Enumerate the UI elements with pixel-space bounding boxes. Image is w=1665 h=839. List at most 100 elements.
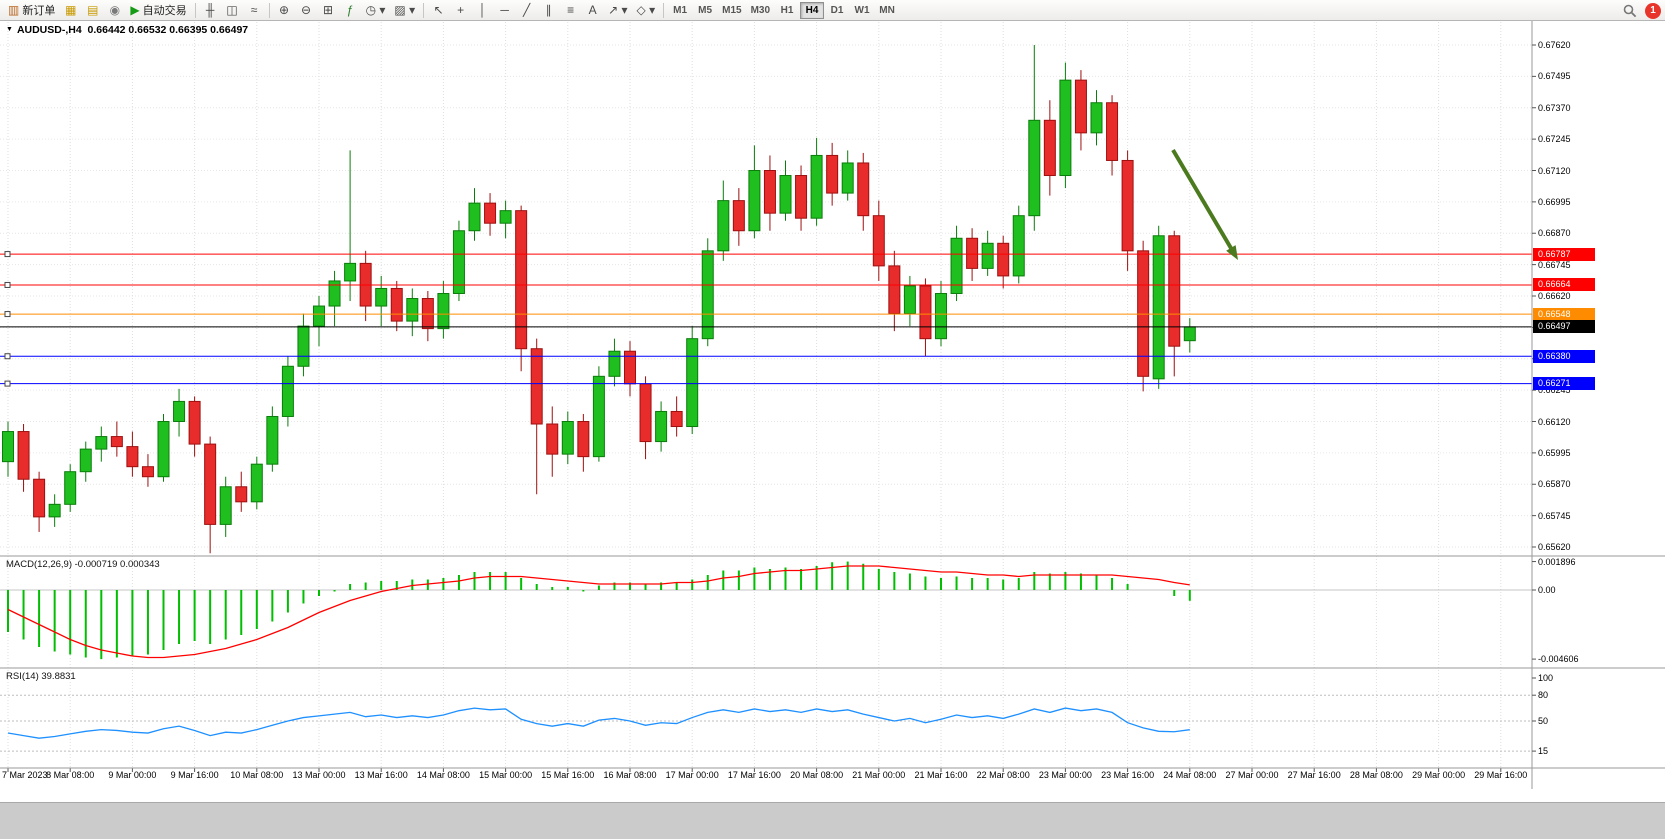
time-axis-label: 20 Mar 08:00 [790, 770, 844, 780]
periods-button[interactable]: ◷ ▾ [362, 1, 390, 20]
arrows-tool-icon: ↗ ▾ [608, 3, 628, 17]
cycle-button[interactable]: ◉ [104, 1, 125, 20]
time-axis-label: 24 Mar 08:00 [1163, 770, 1217, 780]
price-axis-label: 0.67370 [1538, 102, 1571, 113]
zoom-out-icon: ⊖ [301, 3, 312, 17]
auto-trading-icon: ▶ [130, 3, 140, 17]
new-order-button[interactable]: ▥ 新订单 [4, 1, 59, 20]
price-axis-label: 0.67245 [1538, 134, 1571, 145]
macd-axis-label: 0.001896 [1538, 556, 1576, 567]
text-icon: A [588, 3, 597, 17]
timeframe-m5-button[interactable]: M5 [693, 2, 717, 19]
toolbar-separator [268, 2, 270, 18]
timeframe-m30-button[interactable]: M30 [747, 2, 774, 19]
shapes-button[interactable]: ◇ ▾ [633, 1, 660, 20]
bar-chart-button[interactable]: ╫ [200, 1, 221, 20]
macd-axis-label: -0.004606 [1538, 654, 1579, 665]
tile-windows-button[interactable]: ⊞ [318, 1, 339, 20]
time-axis-label: 21 Mar 00:00 [852, 770, 906, 780]
panel-separators [0, 21, 1665, 789]
text-button[interactable]: A [582, 1, 603, 20]
timeframe-mn-button[interactable]: MN [875, 2, 899, 19]
price-axis-label: 0.66245 [1538, 385, 1571, 396]
time-axis-label: 17 Mar 00:00 [665, 770, 719, 780]
toolbar-right: 1 [1623, 2, 1661, 19]
timeframe-m1-button[interactable]: M1 [668, 2, 692, 19]
timeframe-m15-button[interactable]: M15 [718, 2, 745, 19]
level-lines-layer [0, 251, 1532, 387]
trendline-button[interactable]: ╱ [516, 1, 537, 20]
time-axis-label: 10 Mar 08:00 [230, 770, 284, 780]
line-chart-button[interactable]: ≈ [244, 1, 265, 20]
chart-window-button[interactable]: ▦ [60, 1, 81, 20]
price-axis-label: 0.66745 [1538, 259, 1571, 270]
time-axis-label: 23 Mar 16:00 [1101, 770, 1155, 780]
vertical-line-icon: │ [478, 3, 487, 17]
auto-trading-button[interactable]: ▶ 自动交易 [126, 1, 190, 20]
price-axis-label: 0.67120 [1538, 165, 1571, 176]
rsi-axis-label: 100 [1538, 673, 1554, 683]
price-level-badge: 0.66380 [1533, 349, 1595, 363]
price-level-badge: 0.66664 [1533, 278, 1595, 292]
trendline-icon: ╱ [522, 3, 531, 17]
price-axis-label: 0.65745 [1538, 510, 1571, 521]
crosshair-button[interactable]: + [450, 1, 471, 20]
price-axis-label: 0.67620 [1538, 40, 1571, 50]
templates-button[interactable]: ▨ ▾ [390, 1, 419, 20]
rsi-axis-label: 50 [1538, 716, 1549, 726]
cursor-icon: ↖ [433, 3, 444, 17]
auto-trading-label: 自动交易 [142, 5, 187, 17]
new-order-icon: ▥ [8, 3, 20, 17]
price-axis-label: 0.66120 [1538, 416, 1571, 427]
time-axis-label: 29 Mar 16:00 [1474, 770, 1528, 780]
zoom-out-button[interactable]: ⊖ [296, 1, 317, 20]
templates-icon: ▨ ▾ [394, 3, 416, 17]
notification-badge[interactable]: 1 [1645, 2, 1661, 19]
arrows-tool-button[interactable]: ↗ ▾ [604, 1, 631, 20]
arrow-annotation[interactable] [1171, 148, 1238, 260]
toolbar-groups: ▥ 新订单 ▦ ▤ ◉ ▶ 自动交易 ╫ ◫ ≈ ⊕ ⊖ ⊞ ƒ ◷ ▾ ▨ ▾ ↖ + │ ─ ╱ ∥ ≡ A ↗ ▾ ◇ ▾ M… [4, 1, 899, 20]
time-axis-label: 29 Mar 00:00 [1412, 770, 1466, 780]
toolbar-separator [663, 2, 665, 18]
taskbar [0, 802, 1665, 839]
price-axis-label: 0.65995 [1538, 447, 1571, 458]
price-axis-label: 0.66995 [1538, 196, 1571, 207]
vertical-line-button[interactable]: │ [472, 1, 493, 20]
symbol-header: ▼ AUDUSD-,H4 0.66442 0.66532 0.66395 0.66… [6, 24, 248, 36]
time-axis-label: 9 Mar 00:00 [108, 770, 157, 780]
candlestick-series [2, 45, 1196, 554]
channel-button[interactable]: ∥ [538, 1, 559, 20]
time-axis-label: 9 Mar 16:00 [170, 770, 219, 780]
symbol-title: AUDUSD-,H4 [16, 24, 82, 36]
macd-axis-label: 0.00 [1538, 585, 1556, 595]
price-level-badge: 0.66497 [1533, 320, 1595, 334]
search-icon[interactable] [1623, 4, 1637, 18]
timeframe-w1-button[interactable]: W1 [850, 2, 874, 19]
candlestick-chart-icon: ◫ [226, 3, 238, 17]
time-axis-label: 13 Mar 16:00 [354, 770, 408, 780]
macd-layer [0, 561, 1532, 660]
toolbar-separator [194, 2, 196, 18]
time-axis-label: 7 Mar 2023 [2, 770, 48, 780]
timeframe-h1-button[interactable]: H1 [775, 2, 799, 19]
timeframe-h4-button[interactable]: H4 [800, 1, 825, 19]
shapes-icon: ◇ ▾ [636, 3, 656, 17]
fibonacci-button[interactable]: ≡ [560, 1, 581, 20]
price-axis-label: 0.66620 [1538, 291, 1571, 301]
quick-trade-arrow-icon[interactable]: ▼ [6, 26, 13, 33]
panel-divider-rsi[interactable] [0, 666, 1532, 670]
price-axis-label: 0.65620 [1538, 542, 1571, 552]
timeframe-d1-button[interactable]: D1 [825, 2, 849, 19]
macd-label: MACD(12,26,9) -0.000719 0.000343 [6, 559, 160, 570]
zoom-in-button[interactable]: ⊕ [274, 1, 295, 20]
cursor-button[interactable]: ↖ [428, 1, 449, 20]
horizontal-line-button[interactable]: ─ [494, 1, 515, 20]
grid-layer [0, 22, 1532, 772]
time-axis-label: 14 Mar 08:00 [416, 770, 470, 780]
profiles-button[interactable]: ▤ [82, 1, 103, 20]
panel-divider-macd[interactable] [0, 554, 1532, 558]
time-axis-label: 22 Mar 08:00 [976, 770, 1030, 780]
candlestick-chart-button[interactable]: ◫ [222, 1, 243, 20]
indicators-button[interactable]: ƒ [340, 1, 361, 20]
